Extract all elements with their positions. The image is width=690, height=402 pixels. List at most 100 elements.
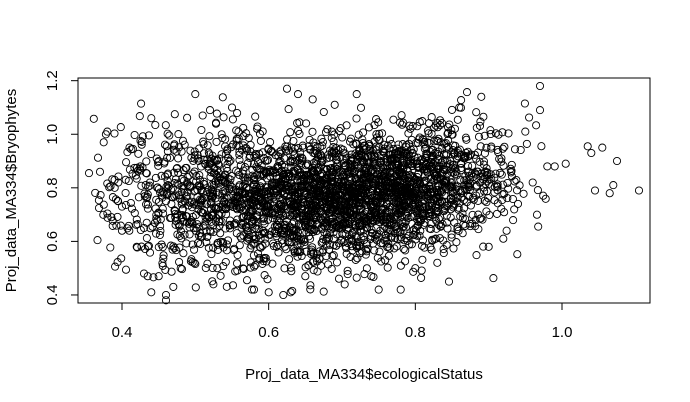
- data-point: [409, 267, 418, 276]
- data-point: [334, 217, 343, 226]
- data-point: [232, 126, 241, 135]
- data-point: [405, 170, 414, 180]
- data-point: [282, 181, 291, 190]
- data-point: [417, 273, 426, 282]
- data-point: [389, 115, 398, 124]
- data-point: [372, 205, 381, 214]
- data-point: [242, 276, 252, 285]
- data-point: [345, 198, 354, 207]
- data-point: [424, 119, 434, 128]
- data-point: [476, 117, 485, 126]
- data-point: [412, 138, 421, 148]
- data-point: [346, 204, 355, 213]
- data-point: [198, 111, 207, 120]
- data-point: [212, 137, 221, 146]
- data-point: [216, 271, 225, 280]
- data-point: [492, 209, 502, 218]
- data-point: [474, 196, 483, 205]
- data-point: [447, 130, 456, 139]
- x-axis-label: Proj_data_MA334$ecologicalStatus: [245, 366, 483, 383]
- data-point: [475, 121, 485, 130]
- data-point: [383, 155, 392, 164]
- data-point: [188, 258, 197, 267]
- data-point: [485, 175, 494, 184]
- data-point: [192, 177, 201, 186]
- data-point: [233, 266, 242, 275]
- data-point: [151, 120, 160, 130]
- data-point: [103, 209, 112, 218]
- data-point: [609, 181, 618, 190]
- data-point: [121, 188, 130, 198]
- data-point: [199, 206, 208, 215]
- data-point: [229, 187, 238, 196]
- data-point: [239, 132, 248, 141]
- data-point: [273, 221, 282, 230]
- data-point: [210, 169, 219, 178]
- data-point: [513, 199, 523, 208]
- data-point: [359, 170, 368, 179]
- data-point: [123, 224, 132, 233]
- data-point: [181, 211, 190, 221]
- data-point: [222, 246, 231, 255]
- data-point: [306, 217, 315, 227]
- data-point: [340, 280, 349, 289]
- data-point: [430, 172, 439, 181]
- data-point: [352, 243, 361, 252]
- data-point: [352, 114, 361, 123]
- data-point: [379, 172, 388, 181]
- data-point: [243, 223, 252, 233]
- data-point: [239, 264, 248, 273]
- data-point: [377, 257, 386, 266]
- data-point: [539, 191, 548, 200]
- data-point: [279, 228, 289, 237]
- data-point: [428, 187, 437, 196]
- data-point: [293, 119, 302, 128]
- data-point: [364, 158, 373, 167]
- data-point: [374, 187, 383, 196]
- data-point: [348, 246, 357, 255]
- data-point: [233, 108, 242, 118]
- data-point: [339, 182, 348, 191]
- data-point: [528, 178, 537, 187]
- data-point: [192, 223, 201, 233]
- data-point: [116, 221, 125, 230]
- data-point: [349, 186, 358, 195]
- data-point: [316, 142, 325, 151]
- data-point: [370, 246, 379, 255]
- data-point: [152, 214, 161, 223]
- data-point: [234, 127, 243, 136]
- data-point: [447, 233, 456, 242]
- data-point: [451, 141, 460, 150]
- data-point: [163, 176, 172, 186]
- data-point: [423, 126, 432, 135]
- data-point: [537, 142, 546, 151]
- data-point: [496, 168, 505, 177]
- data-point: [258, 187, 267, 196]
- data-point: [288, 286, 297, 295]
- data-point: [386, 162, 395, 172]
- y-ticks: 0.4 0.6 0.8 1.0 1.2: [44, 70, 78, 305]
- data-point: [378, 129, 387, 138]
- data-point: [352, 273, 361, 282]
- data-point: [205, 106, 215, 115]
- data-point: [333, 159, 342, 168]
- data-point: [219, 113, 228, 122]
- data-point: [276, 200, 285, 210]
- data-point: [373, 214, 382, 223]
- data-point: [405, 182, 414, 191]
- data-point: [121, 200, 130, 210]
- data-point: [452, 238, 461, 247]
- data-point: [175, 231, 184, 240]
- data-point: [152, 229, 161, 238]
- data-point: [184, 201, 193, 210]
- data-point: [436, 222, 445, 231]
- data-point: [330, 192, 339, 201]
- data-point: [221, 135, 230, 144]
- data-point: [495, 154, 504, 164]
- data-point: [199, 187, 208, 197]
- data-point: [443, 170, 452, 179]
- data-point: [256, 136, 265, 145]
- data-point: [266, 138, 275, 147]
- data-point: [160, 140, 170, 149]
- data-point: [158, 259, 167, 268]
